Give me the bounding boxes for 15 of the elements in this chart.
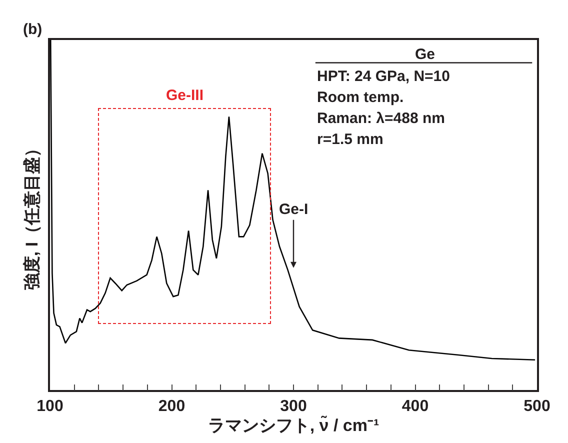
x-tick-label: 400 — [402, 398, 429, 415]
text: (b) — [23, 21, 42, 38]
annotation: Ge-I — [279, 201, 308, 218]
y-axis-title: 強度, I（任意目盛） — [22, 140, 42, 290]
annotation: Room temp. — [317, 89, 404, 106]
x-tick-label: 300 — [280, 398, 307, 415]
annotation: Ge — [415, 46, 436, 63]
annotation: HPT: 24 GPa, N=10 — [317, 68, 450, 85]
annotation: r=1.5 mm — [317, 131, 384, 148]
annotation: Raman: λ=488 nm — [317, 110, 445, 127]
x-axis-title: ラマンシフト, ν̃ / cm⁻¹ — [208, 414, 380, 435]
x-tick-label: 500 — [524, 398, 550, 415]
x-tick-label: 200 — [158, 398, 186, 415]
annotation: Ge-III — [166, 87, 204, 104]
x-tick-label: 100 — [36, 398, 64, 415]
